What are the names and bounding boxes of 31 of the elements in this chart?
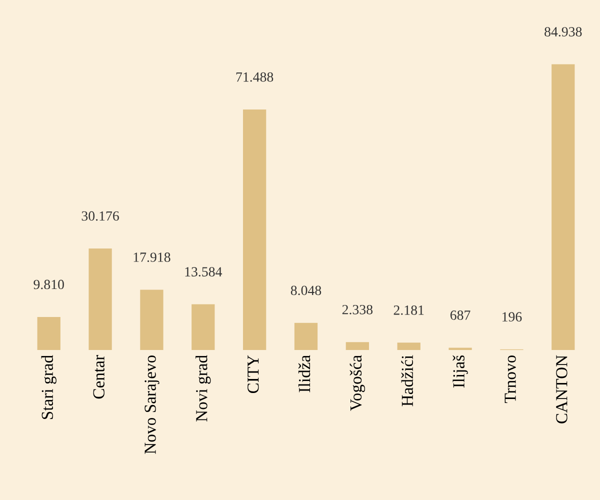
data-label: 196 (502, 312, 522, 322)
data-label: 13.584 (185, 267, 222, 277)
bar (88, 248, 112, 350)
x-tick-label: Stari grad (41, 355, 56, 420)
x-tick-label: CITY (248, 355, 259, 394)
data-label: 30.176 (82, 211, 119, 221)
x-tick-label: Novi grad (196, 355, 211, 422)
bar (294, 322, 318, 350)
x-tick-label: Ilidža (298, 355, 310, 392)
data-label: 2.181 (394, 305, 424, 315)
x-tick-label: Centar (93, 355, 104, 399)
data-label: 84.938 (544, 27, 582, 37)
x-tick-label: Novo Sarajevo (144, 356, 160, 454)
bar (346, 342, 369, 350)
data-label: 71.488 (236, 72, 274, 82)
bar (243, 110, 266, 350)
data-label: 2.338 (342, 304, 373, 314)
bar (140, 290, 164, 350)
bar (37, 317, 60, 350)
bar (192, 304, 215, 350)
x-tick-label: Hadžići (401, 355, 414, 406)
x-tick-label: Vogošća (350, 355, 366, 411)
data-label: 8.048 (290, 286, 322, 296)
data-label: 17.918 (134, 252, 170, 262)
data-label: 9.810 (34, 280, 64, 290)
bar (552, 64, 575, 350)
x-tick-label: Trnovo (504, 355, 516, 404)
x-tick-label: Ilijaš (452, 355, 468, 388)
data-label: 687 (450, 310, 470, 320)
bar (397, 342, 420, 350)
x-tick-label: CANTON (556, 355, 568, 424)
